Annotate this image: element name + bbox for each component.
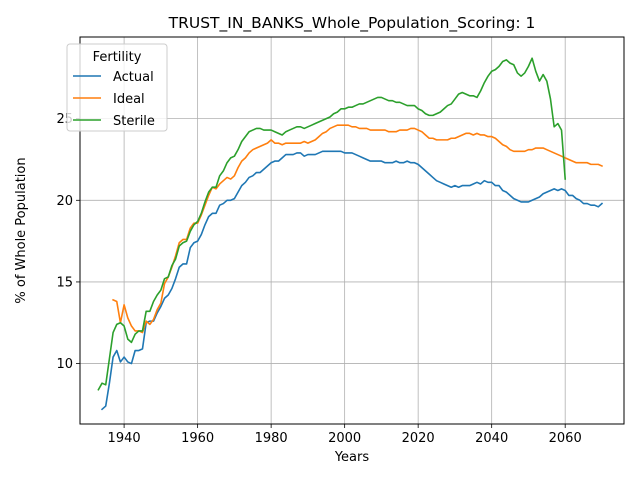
x-axis-label: Years xyxy=(334,450,370,465)
legend-label-ideal: Ideal xyxy=(113,92,145,107)
legend: Fertility Actual Ideal Sterile xyxy=(66,43,168,132)
legend-label-actual: Actual xyxy=(113,70,154,85)
y-tick-label: 10 xyxy=(56,357,73,372)
plot-area-frame xyxy=(79,36,625,425)
x-tick-label: 2040 xyxy=(475,431,508,446)
x-tick-label: 1980 xyxy=(255,431,288,446)
x-tick-label: 1960 xyxy=(181,431,214,446)
legend-title: Fertility xyxy=(93,50,142,65)
chart-title: TRUST_IN_BANKS_Whole_Population_Scoring:… xyxy=(168,14,536,33)
x-tick-label: 2000 xyxy=(328,431,361,446)
series-lines xyxy=(97,57,604,411)
y-tick-label: 20 xyxy=(56,194,73,209)
series-line-ideal xyxy=(112,124,604,334)
legend-box xyxy=(66,43,168,132)
series-line-sterile xyxy=(97,57,567,391)
legend-entries: Actual Ideal Sterile xyxy=(73,70,155,129)
x-tick-label: 2060 xyxy=(549,431,582,446)
x-tick-label: 1940 xyxy=(108,431,141,446)
y-axis-label: % of Whole Population xyxy=(14,157,29,303)
y-tick-label: 15 xyxy=(56,275,73,290)
legend-label-sterile: Sterile xyxy=(113,114,155,129)
x-tick-label: 2020 xyxy=(402,431,435,446)
series-line-actual xyxy=(100,150,604,411)
